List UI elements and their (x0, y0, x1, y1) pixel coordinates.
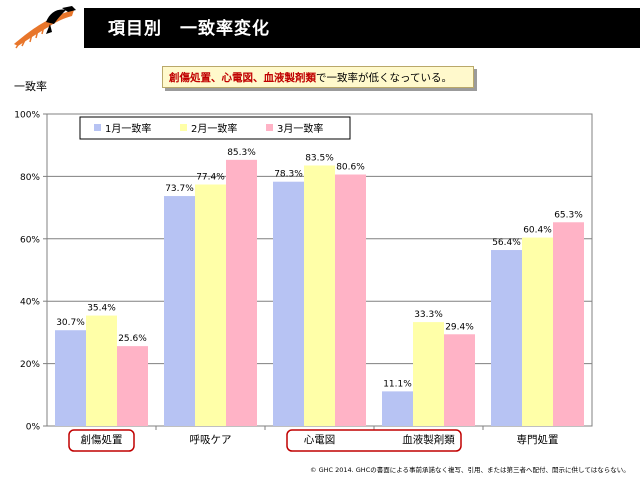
data-label: 78.3% (274, 170, 303, 180)
y-tick-label: 100% (14, 111, 40, 121)
callout-highlight: 創傷処置、心電図、血液製剤類 (169, 72, 316, 84)
y-tick-label: 40% (20, 298, 40, 308)
header: 項目別 一致率変化 (0, 0, 640, 54)
callout-rest: で一致率が低くなっている。 (316, 72, 452, 84)
data-label: 35.4% (87, 304, 116, 314)
bar (382, 391, 413, 426)
x-tick-label: 創傷処置 (81, 433, 123, 446)
data-label: 56.4% (492, 238, 521, 248)
legend-swatch (266, 124, 273, 131)
x-tick-label: 血液製剤類 (402, 433, 455, 446)
bar (226, 159, 257, 426)
legend-swatch (180, 124, 187, 131)
data-label: 65.3% (554, 210, 583, 220)
callout-box: 創傷処置、心電図、血液製剤類で一致率が低くなっている。 (162, 66, 474, 88)
data-label: 73.7% (165, 184, 194, 194)
data-label: 29.4% (445, 322, 474, 332)
x-tick-label: 専門処置 (517, 433, 559, 446)
legend-label: 2月一致率 (191, 122, 237, 135)
callout-text: 創傷処置、心電図、血液製剤類で一致率が低くなっている。 (169, 70, 452, 85)
data-label: 85.3% (227, 148, 256, 158)
x-tick-label: 呼吸ケア (190, 434, 232, 446)
legend-swatch (94, 124, 101, 131)
data-label: 77.4% (196, 173, 225, 183)
data-label: 11.1% (383, 379, 412, 389)
legend-label: 3月一致率 (277, 122, 323, 135)
data-label: 33.3% (414, 310, 443, 320)
data-label: 83.5% (305, 153, 334, 163)
logo-icon (14, 6, 76, 49)
bar (522, 237, 553, 426)
bar (413, 322, 444, 426)
bar (195, 184, 226, 426)
highlight-box (68, 429, 135, 452)
bar (491, 250, 522, 426)
bar (55, 330, 86, 426)
data-label: 25.6% (118, 334, 147, 344)
bar (553, 222, 584, 426)
bar (444, 334, 475, 426)
y-axis-label: 一致率 (14, 80, 47, 93)
data-label: 60.4% (523, 226, 552, 236)
highlight-box (286, 429, 462, 452)
y-tick-label: 80% (20, 173, 40, 183)
y-tick-label: 20% (20, 360, 40, 370)
x-tick-label: 心電図 (304, 434, 336, 446)
y-tick-label: 60% (20, 235, 40, 245)
page-title: 項目別 一致率変化 (108, 19, 270, 39)
legend-label: 1月一致率 (105, 122, 151, 135)
bar (164, 196, 195, 426)
data-label: 30.7% (56, 318, 85, 328)
footer-copyright: © GHC 2014. GHCの書面による事前承諾なく複写、引用、または第三者へ… (310, 466, 630, 474)
bar (304, 165, 335, 427)
bar (273, 181, 304, 426)
header-bar (84, 8, 640, 48)
y-tick-label: 0% (26, 423, 41, 433)
bar (86, 315, 117, 426)
bar (117, 346, 148, 426)
legend-box (79, 116, 351, 140)
data-label: 80.6% (336, 163, 365, 173)
bar (335, 174, 366, 426)
